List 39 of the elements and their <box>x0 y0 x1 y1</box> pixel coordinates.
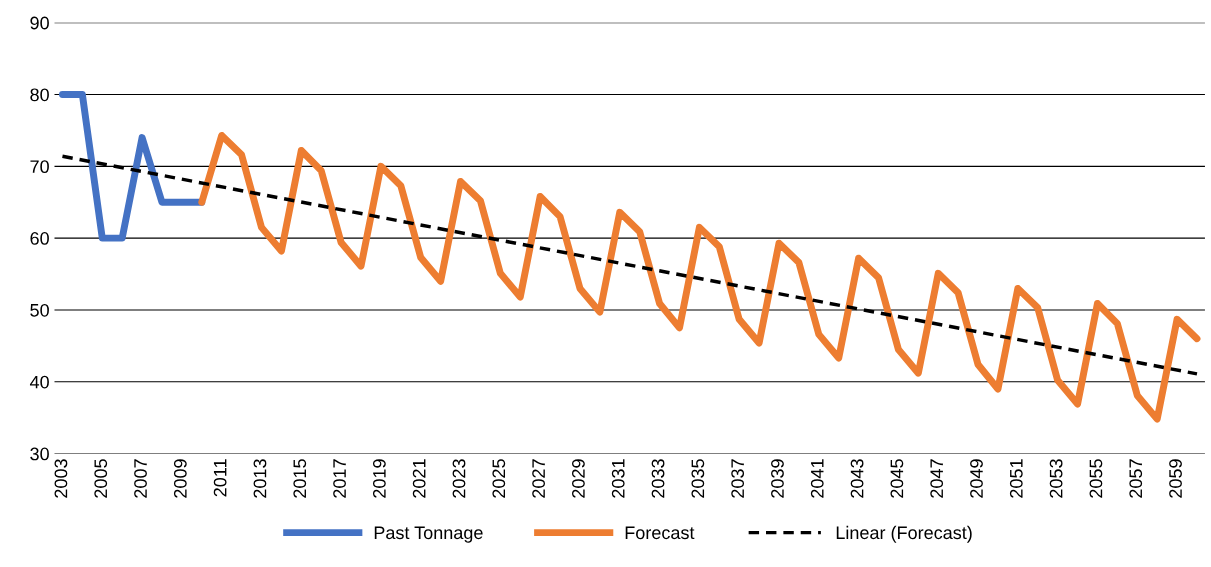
x-tick-label: 2023 <box>452 459 466 498</box>
x-tick-label: 2047 <box>930 459 944 498</box>
y-tick-label: 80 <box>30 88 49 102</box>
y-tick-label: 90 <box>30 16 49 30</box>
x-tick-label: 2053 <box>1049 459 1063 498</box>
x-tick-label: 2043 <box>850 459 864 498</box>
x-tick-label: 2011 <box>213 459 227 497</box>
x-tick-label: 2059 <box>1169 459 1182 498</box>
x-tick-label: 2041 <box>810 459 824 498</box>
x-tick-label: 2021 <box>412 459 426 498</box>
x-tick-label: 2037 <box>731 459 745 498</box>
x-tick-label: 2049 <box>970 459 983 498</box>
y-tick-label: 50 <box>30 303 49 317</box>
y-tick-label: 40 <box>29 375 49 389</box>
y-tick-label: 30 <box>30 447 49 461</box>
x-tick-label: 2045 <box>890 459 904 498</box>
legend-label: Linear (Forecast) <box>836 525 972 543</box>
x-tick-label: 2055 <box>1089 459 1103 498</box>
x-tick-label: 2003 <box>54 459 68 498</box>
x-tick-label: 2051 <box>1009 459 1023 498</box>
x-tick-label: 2025 <box>492 459 506 498</box>
legend-label: Past Tonnage <box>374 526 483 543</box>
x-tick-label: 2035 <box>691 459 705 498</box>
x-tick-label: 2019 <box>372 459 386 498</box>
x-tick-label: 2031 <box>611 459 625 498</box>
y-tick-label: 70 <box>30 160 49 174</box>
x-tick-label: 2029 <box>572 459 585 498</box>
x-tick-label: 2013 <box>253 459 267 498</box>
x-tick-label: 2017 <box>333 459 346 498</box>
x-tick-label: 2005 <box>94 459 108 498</box>
x-tick-label: 2039 <box>771 459 784 498</box>
x-tick-label: 2027 <box>532 459 545 498</box>
legend-label: Forecast <box>625 526 695 540</box>
x-tick-label: 2015 <box>293 459 307 498</box>
x-tick-label: 2057 <box>1129 459 1143 498</box>
x-tick-label: 2007 <box>134 459 147 498</box>
x-tick-label: 2009 <box>173 459 187 498</box>
y-tick-label: 60 <box>30 232 49 245</box>
x-tick-label: 2033 <box>651 459 665 498</box>
